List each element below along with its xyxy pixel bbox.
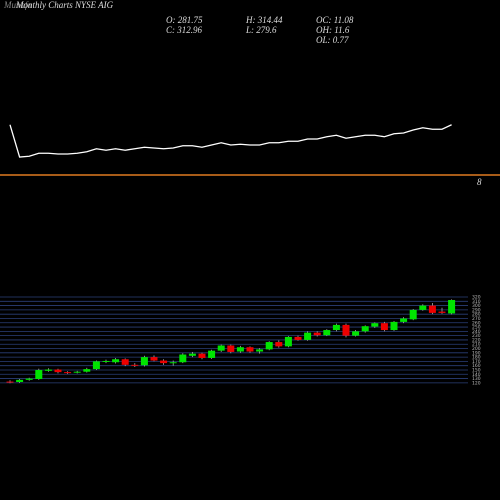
stat: OH: 11.6 xyxy=(316,25,350,35)
y-tick-label: 170 xyxy=(472,359,481,365)
stat-label: H: xyxy=(245,15,256,25)
candle-body xyxy=(44,369,52,371)
candle-body xyxy=(217,345,225,351)
y-tick-label: 300 xyxy=(472,303,481,309)
candle-body xyxy=(131,364,139,366)
stat-value: 11.6 xyxy=(334,25,350,35)
page-title: Monthly Charts NYSE AIG xyxy=(15,0,114,10)
candle-body xyxy=(25,378,33,380)
stat-label: L: xyxy=(245,25,254,35)
candle-body xyxy=(179,354,187,363)
y-tick-label: 140 xyxy=(472,372,481,378)
stat-label: O: xyxy=(166,15,176,25)
candle-body xyxy=(352,331,360,336)
candle-body xyxy=(371,323,379,327)
stat-value: 11.08 xyxy=(334,15,354,25)
stat: OL: 0.77 xyxy=(316,35,349,45)
candle-body xyxy=(342,324,350,336)
candle-body xyxy=(294,336,302,340)
candle-body xyxy=(448,300,456,314)
y-tick-label: 230 xyxy=(472,333,481,339)
candle-body xyxy=(313,332,321,336)
candle-body xyxy=(150,357,158,361)
line xyxy=(9,124,452,158)
stat: O: 281.75 xyxy=(166,15,203,25)
stat-label: OL: xyxy=(316,35,331,45)
candle-body xyxy=(16,379,24,382)
candle-body xyxy=(246,347,254,352)
candle-body xyxy=(275,342,283,347)
candle-body xyxy=(140,357,148,366)
y-tick-label: 160 xyxy=(472,363,481,369)
candle-body xyxy=(188,353,196,356)
candle-body xyxy=(438,311,446,313)
candle-body xyxy=(208,350,216,358)
candle-body xyxy=(112,359,120,363)
candle-body xyxy=(121,359,129,365)
candle-body xyxy=(380,323,388,331)
stat-value: 281.75 xyxy=(178,15,203,25)
stat-label: C: xyxy=(166,25,175,35)
candle-body xyxy=(256,349,264,352)
candle-body xyxy=(390,321,398,331)
annotation: 8 xyxy=(477,177,482,187)
y-tick-label: 290 xyxy=(472,307,481,313)
stat-value: 312.96 xyxy=(176,25,202,35)
stat: C: 312.96 xyxy=(166,25,203,35)
y-tick-label: 210 xyxy=(472,342,481,348)
candle-body xyxy=(92,361,100,370)
candle-body xyxy=(332,324,340,331)
candle-body xyxy=(227,345,235,352)
y-tick-label: 270 xyxy=(472,316,481,322)
y-tick-label: 180 xyxy=(472,355,481,361)
y-tick-label: 120 xyxy=(472,380,481,386)
y-tick-label: 240 xyxy=(472,329,481,335)
candle-body xyxy=(169,362,177,364)
candle-body xyxy=(284,336,292,347)
candle-body xyxy=(73,371,81,373)
y-tick-label: 200 xyxy=(472,346,481,352)
stat-label: OH: xyxy=(316,25,332,35)
candle-body xyxy=(409,309,417,320)
candle-body xyxy=(35,369,43,379)
candlestick-chart: 1201301401501601701801902002102202302402… xyxy=(0,295,481,386)
brand: Munafa xyxy=(3,0,32,10)
stat: L: 279.6 xyxy=(245,25,277,35)
y-tick-label: 310 xyxy=(472,299,481,305)
y-tick-label: 260 xyxy=(472,320,481,326)
stat-value: 279.6 xyxy=(256,25,277,35)
candle-body xyxy=(83,369,91,372)
candle-body xyxy=(265,342,273,350)
y-tick-label: 280 xyxy=(472,312,481,318)
candle-body xyxy=(198,353,206,358)
candle-body xyxy=(428,305,436,313)
stats: O: 281.75 H: 314.44 OC: 11.08 C: 312.96 L: 2… xyxy=(166,15,354,45)
y-tick-label: 150 xyxy=(472,367,481,373)
candle-body xyxy=(102,360,110,362)
y-tick-label: 250 xyxy=(472,325,481,331)
candle-body xyxy=(419,305,427,310)
candle-body xyxy=(323,330,331,336)
line-chart: 8 xyxy=(9,124,482,187)
y-tick-label: 130 xyxy=(472,376,481,382)
y-tick-label: 220 xyxy=(472,337,481,343)
y-tick-label: 190 xyxy=(472,350,481,356)
stat: OC: 11.08 xyxy=(316,15,354,25)
candle-body xyxy=(361,326,369,332)
candle-body xyxy=(54,369,62,373)
candle-body xyxy=(236,347,244,352)
candle-body xyxy=(160,360,168,364)
stat-label: OC: xyxy=(316,15,332,25)
stat-value: 314.44 xyxy=(257,15,283,25)
candle-body xyxy=(64,372,72,374)
y-tick-label: 320 xyxy=(472,295,481,301)
candle-body xyxy=(6,381,14,383)
stat: H: 314.44 xyxy=(245,15,283,25)
candle-body xyxy=(400,318,408,322)
stat-value: 0.77 xyxy=(333,35,349,45)
candle-body xyxy=(304,332,312,340)
